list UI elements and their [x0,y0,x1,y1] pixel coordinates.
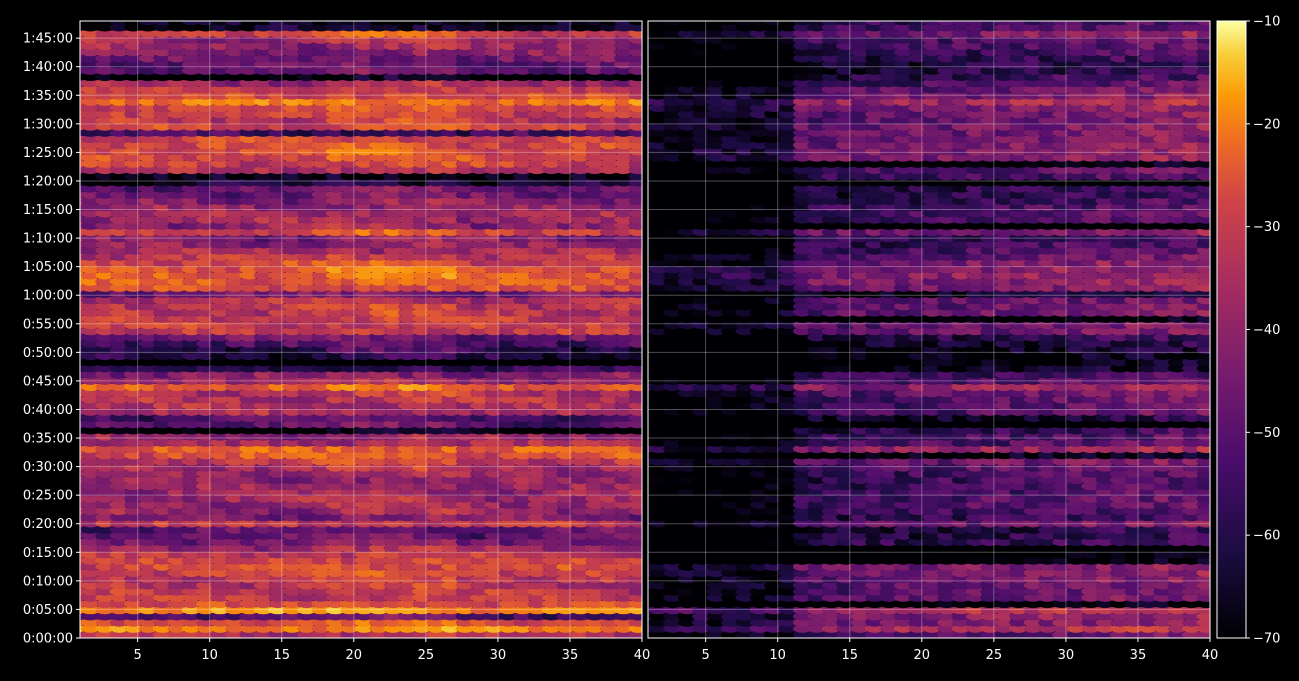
right-panel [635,17,1216,639]
left-panel [67,17,648,639]
